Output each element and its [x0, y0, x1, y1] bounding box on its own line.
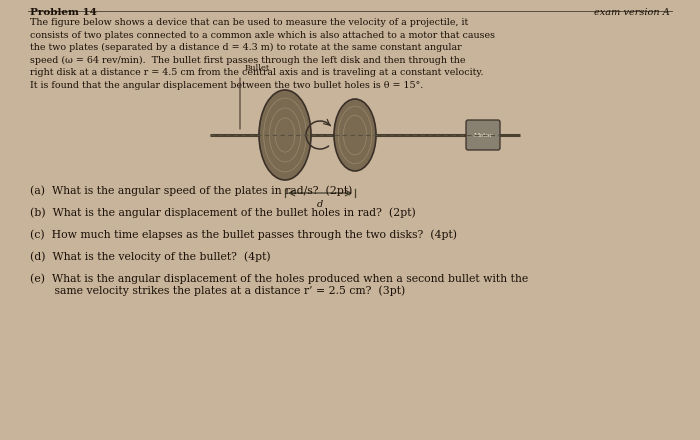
Text: (c)  How much time elapses as the bullet passes through the two disks?  (4pt): (c) How much time elapses as the bullet … — [30, 229, 457, 239]
Text: (a)  What is the angular speed of the plates in rad/s?  (2pt): (a) What is the angular speed of the pla… — [30, 185, 352, 195]
Ellipse shape — [259, 90, 311, 180]
Text: (d)  What is the velocity of the bullet?  (4pt): (d) What is the velocity of the bullet? … — [30, 251, 271, 261]
Text: The figure below shows a device that can be used to measure the velocity of a pr: The figure below shows a device that can… — [30, 18, 468, 27]
Text: It is found that the angular displacement between the two bullet holes is θ = 15: It is found that the angular displacemen… — [30, 81, 424, 89]
Text: the two plates (separated by a distance d = 4.3 m) to rotate at the same constan: the two plates (separated by a distance … — [30, 43, 461, 52]
Text: speed (ω = 64 rev/min).  The bullet first passes through the left disk and then : speed (ω = 64 rev/min). The bullet first… — [30, 55, 466, 65]
Text: Problem 14: Problem 14 — [30, 8, 97, 17]
Text: Motor: Motor — [473, 132, 493, 137]
Text: Bullet: Bullet — [245, 64, 270, 72]
Text: exam version A: exam version A — [594, 8, 670, 17]
Text: d: d — [317, 200, 323, 209]
Text: same velocity strikes the plates at a distance r’ = 2.5 cm?  (3pt): same velocity strikes the plates at a di… — [30, 285, 405, 296]
Text: consists of two plates connected to a common axle which is also attached to a mo: consists of two plates connected to a co… — [30, 30, 495, 40]
Text: (b)  What is the angular displacement of the bullet holes in rad?  (2pt): (b) What is the angular displacement of … — [30, 207, 416, 217]
Text: (e)  What is the angular displacement of the holes produced when a second bullet: (e) What is the angular displacement of … — [30, 273, 528, 283]
Text: right disk at a distance r = 4.5 cm from the central axis and is traveling at a : right disk at a distance r = 4.5 cm from… — [30, 68, 484, 77]
FancyBboxPatch shape — [466, 120, 500, 150]
Ellipse shape — [334, 99, 376, 171]
